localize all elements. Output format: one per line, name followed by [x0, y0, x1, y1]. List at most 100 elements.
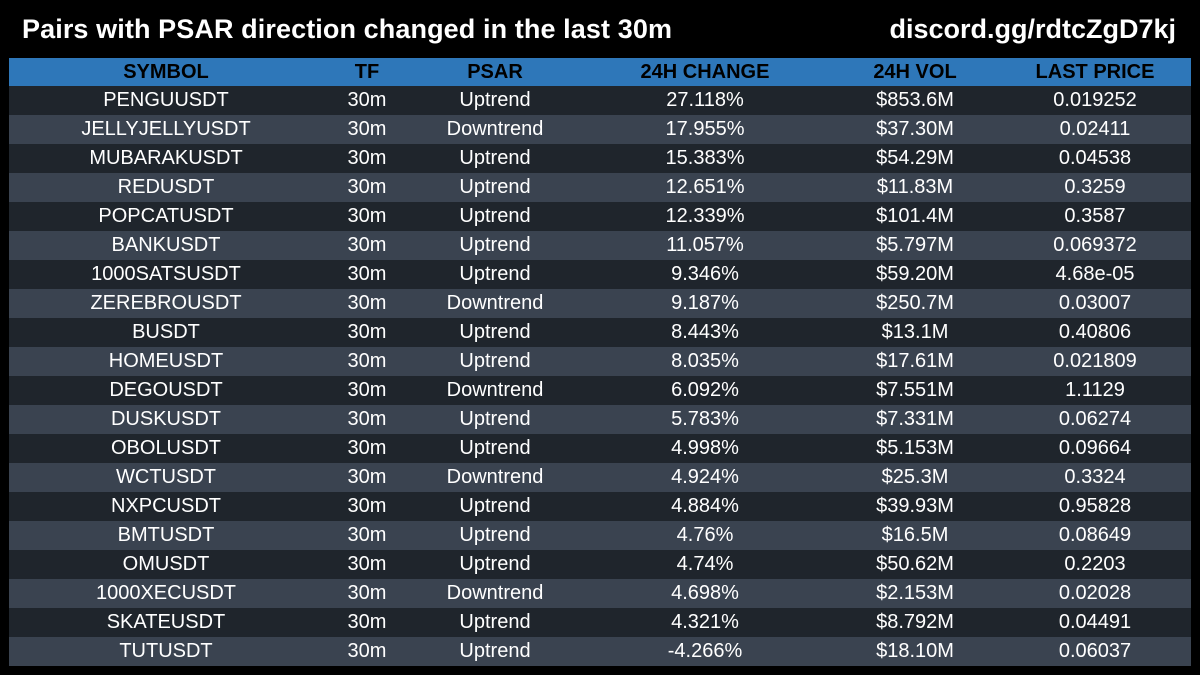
table-row[interactable]: TUTUSDT 30m Uptrend -4.266% $18.10M 0.06037 [9, 637, 1191, 666]
cell-symbol: BUSDT [9, 318, 323, 347]
cell-last-price: 0.40806 [999, 318, 1191, 347]
cell-psar: Downtrend [411, 579, 579, 608]
cell-tf: 30m [323, 608, 411, 637]
table-row[interactable]: NXPCUSDT 30m Uptrend 4.884% $39.93M 0.95828 [9, 492, 1191, 521]
cell-24h-change: 8.035% [579, 347, 831, 376]
cell-24h-change: -4.266% [579, 637, 831, 666]
cell-24h-vol: $18.10M [831, 637, 999, 666]
cell-24h-change: 6.092% [579, 376, 831, 405]
cell-last-price: 0.02411 [999, 115, 1191, 144]
cell-symbol: OBOLUSDT [9, 434, 323, 463]
cell-psar: Uptrend [411, 260, 579, 289]
cell-psar: Uptrend [411, 231, 579, 260]
cell-psar: Downtrend [411, 289, 579, 318]
page-title: Pairs with PSAR direction changed in the… [22, 14, 673, 44]
table-row[interactable]: PENGUUSDT 30m Uptrend 27.118% $853.6M 0.01925… [9, 86, 1191, 115]
table-row[interactable]: SKATEUSDT 30m Uptrend 4.321% $8.792M 0.04491 [9, 608, 1191, 637]
cell-psar: Uptrend [411, 347, 579, 376]
table-row[interactable]: WCTUSDT 30m Downtrend 4.924% $25.3M 0.3324 [9, 463, 1191, 492]
table-row[interactable]: ZEREBROUSDT 30m Downtrend 9.187% $250.7M 0.03… [9, 289, 1191, 318]
column-header-24h-vol[interactable]: 24H VOL [831, 58, 999, 86]
cell-last-price: 0.2203 [999, 550, 1191, 579]
table-row[interactable]: OBOLUSDT 30m Uptrend 4.998% $5.153M 0.09664 [9, 434, 1191, 463]
cell-24h-change: 4.884% [579, 492, 831, 521]
cell-tf: 30m [323, 434, 411, 463]
cell-tf: 30m [323, 318, 411, 347]
cell-24h-change: 12.339% [579, 202, 831, 231]
column-header-tf[interactable]: TF [323, 58, 411, 86]
cell-symbol: 1000SATSUSDT [9, 260, 323, 289]
cell-24h-change: 11.057% [579, 231, 831, 260]
cell-symbol: POPCATUSDT [9, 202, 323, 231]
cell-symbol: SKATEUSDT [9, 608, 323, 637]
table-row[interactable]: BUSDT 30m Uptrend 8.443% $13.1M 0.40806 [9, 318, 1191, 347]
cell-24h-change: 9.187% [579, 289, 831, 318]
cell-psar: Uptrend [411, 550, 579, 579]
table-row[interactable]: MUBARAKUSDT 30m Uptrend 15.383% $54.29M 0.045… [9, 144, 1191, 173]
table-row[interactable]: BANKUSDT 30m Uptrend 11.057% $5.797M 0.069372 [9, 231, 1191, 260]
table-row[interactable]: REDUSDT 30m Uptrend 12.651% $11.83M 0.3259 [9, 173, 1191, 202]
cell-symbol: MUBARAKUSDT [9, 144, 323, 173]
column-header-last-price[interactable]: LAST PRICE [999, 58, 1191, 86]
cell-last-price: 1.1129 [999, 376, 1191, 405]
cell-psar: Uptrend [411, 144, 579, 173]
table-row[interactable]: HOMEUSDT 30m Uptrend 8.035% $17.61M 0.021809 [9, 347, 1191, 376]
cell-psar: Uptrend [411, 405, 579, 434]
cell-24h-change: 8.443% [579, 318, 831, 347]
cell-24h-vol: $8.792M [831, 608, 999, 637]
cell-last-price: 0.3587 [999, 202, 1191, 231]
table-row[interactable]: JELLYJELLYUSDT 30m Downtrend 17.955% $37.30M… [9, 115, 1191, 144]
cell-tf: 30m [323, 231, 411, 260]
cell-psar: Downtrend [411, 376, 579, 405]
cell-psar: Uptrend [411, 608, 579, 637]
cell-last-price: 0.021809 [999, 347, 1191, 376]
cell-symbol: 1000XECUSDT [9, 579, 323, 608]
cell-24h-change: 9.346% [579, 260, 831, 289]
column-header-psar[interactable]: PSAR [411, 58, 579, 86]
cell-tf: 30m [323, 376, 411, 405]
cell-symbol: NXPCUSDT [9, 492, 323, 521]
cell-24h-change: 4.74% [579, 550, 831, 579]
table-row[interactable]: 1000SATSUSDT 30m Uptrend 9.346% $59.20M 4.68e… [9, 260, 1191, 289]
cell-last-price: 0.019252 [999, 86, 1191, 115]
cell-tf: 30m [323, 86, 411, 115]
cell-24h-change: 17.955% [579, 115, 831, 144]
cell-psar: Uptrend [411, 492, 579, 521]
cell-24h-change: 4.76% [579, 521, 831, 550]
cell-tf: 30m [323, 347, 411, 376]
cell-24h-change: 4.998% [579, 434, 831, 463]
cell-24h-vol: $101.4M [831, 202, 999, 231]
table-row[interactable]: BMTUSDT 30m Uptrend 4.76% $16.5M 0.08649 [9, 521, 1191, 550]
cell-tf: 30m [323, 115, 411, 144]
cell-last-price: 0.08649 [999, 521, 1191, 550]
cell-24h-vol: $7.551M [831, 376, 999, 405]
cell-24h-change: 5.783% [579, 405, 831, 434]
cell-24h-vol: $50.62M [831, 550, 999, 579]
cell-psar: Uptrend [411, 318, 579, 347]
cell-24h-vol: $13.1M [831, 318, 999, 347]
cell-last-price: 0.09664 [999, 434, 1191, 463]
cell-24h-change: 15.383% [579, 144, 831, 173]
table-row[interactable]: DEGOUSDT 30m Downtrend 6.092% $7.551M 1.1129 [9, 376, 1191, 405]
cell-symbol: DUSKUSDT [9, 405, 323, 434]
discord-invite-link[interactable]: discord.gg/rdtcZgD7kj [889, 14, 1176, 44]
table-row[interactable]: 1000XECUSDT 30m Downtrend 4.698% $2.153M 0.02… [9, 579, 1191, 608]
cell-last-price: 0.069372 [999, 231, 1191, 260]
cell-tf: 30m [323, 289, 411, 318]
cell-24h-vol: $37.30M [831, 115, 999, 144]
cell-tf: 30m [323, 492, 411, 521]
cell-24h-change: 4.924% [579, 463, 831, 492]
cell-symbol: TUTUSDT [9, 637, 323, 666]
cell-last-price: 0.03007 [999, 289, 1191, 318]
cell-last-price: 0.3324 [999, 463, 1191, 492]
table-row[interactable]: OMUSDT 30m Uptrend 4.74% $50.62M 0.2203 [9, 550, 1191, 579]
column-header-symbol[interactable]: SYMBOL [9, 58, 323, 86]
table-row[interactable]: DUSKUSDT 30m Uptrend 5.783% $7.331M 0.06274 [9, 405, 1191, 434]
cell-psar: Downtrend [411, 115, 579, 144]
cell-psar: Downtrend [411, 463, 579, 492]
cell-symbol: OMUSDT [9, 550, 323, 579]
table-row[interactable]: POPCATUSDT 30m Uptrend 12.339% $101.4M 0.3587 [9, 202, 1191, 231]
column-header-24h-change[interactable]: 24H CHANGE [579, 58, 831, 86]
cell-tf: 30m [323, 637, 411, 666]
cell-tf: 30m [323, 405, 411, 434]
